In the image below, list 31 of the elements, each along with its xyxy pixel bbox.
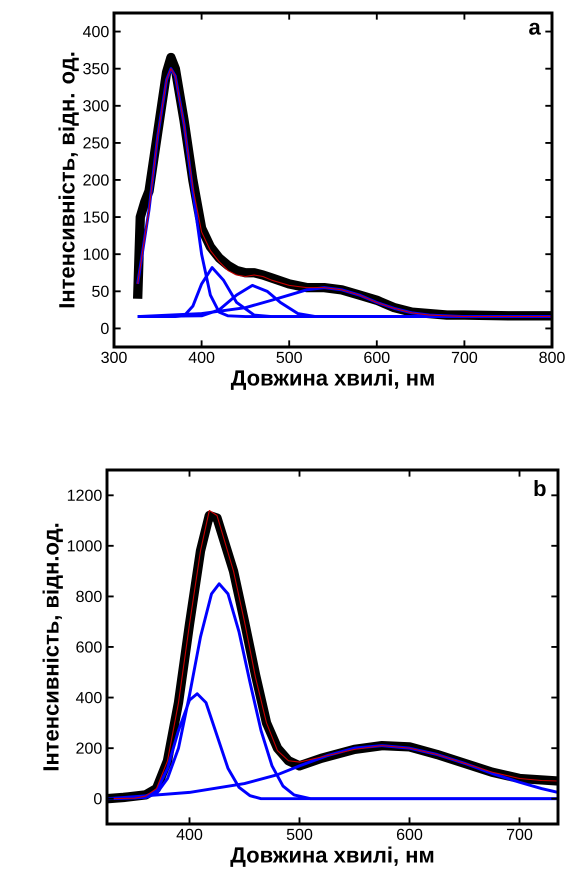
- x-tick-label: 400: [176, 828, 202, 840]
- y-tick-label: 350: [83, 63, 109, 74]
- y-tick-label: 300: [83, 100, 109, 112]
- x-tick-label: 700: [506, 828, 532, 840]
- y-axis-title: Інтенсивність, відн.од.: [42, 524, 63, 770]
- y-axis-title: Інтенсивність, відн. од.: [58, 52, 79, 308]
- x-tick-label: 400: [188, 352, 214, 364]
- x-tick-label: 500: [286, 828, 312, 840]
- x-tick-label: 800: [539, 352, 565, 364]
- x-tick-label: 600: [364, 352, 390, 364]
- y-tick-label: 250: [83, 137, 109, 149]
- y-tick-label: 400: [76, 692, 102, 704]
- x-axis-title: Довжина хвилі, нм: [230, 370, 434, 390]
- y-tick-label: 400: [82, 26, 109, 38]
- annotation: b: [534, 480, 546, 496]
- y-tick-label: 100: [84, 248, 109, 260]
- y-tick-label: 1000: [68, 540, 102, 552]
- y-tick-label: 800: [76, 590, 102, 602]
- y-tick-label: 50: [92, 286, 109, 297]
- y-tick-label: 1200: [68, 490, 102, 501]
- x-tick-label: 500: [276, 352, 302, 364]
- y-tick-label: 0: [94, 793, 102, 804]
- x-tick-label: 700: [452, 352, 478, 364]
- annotation: a: [529, 22, 541, 35]
- y-tick-label: 600: [76, 641, 102, 653]
- y-tick-label: 0: [101, 322, 109, 334]
- x-tick-label: 600: [396, 828, 422, 840]
- y-tick-label: 150: [84, 211, 109, 223]
- x-axis-title: Довжина хвилі, нм: [230, 846, 434, 867]
- y-tick-label: 200: [76, 742, 102, 754]
- y-tick-label: 200: [83, 174, 109, 186]
